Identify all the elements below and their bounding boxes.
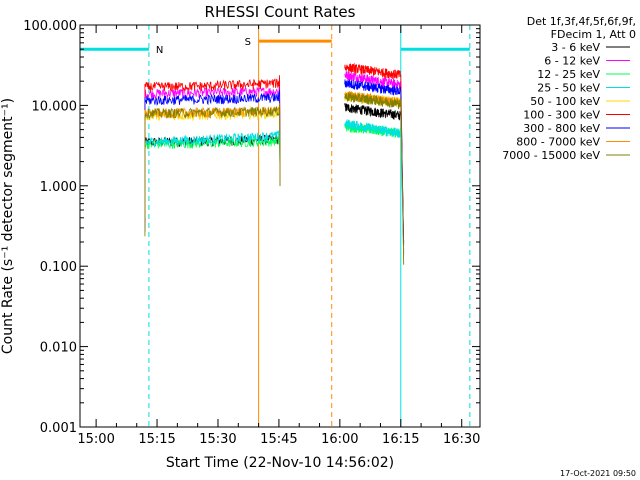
legend-entry-label: 6 - 12 keV xyxy=(544,55,600,68)
y-tick-label: 0.100 xyxy=(40,260,77,275)
series-line xyxy=(344,103,405,243)
legend-header: Det 1f,3f,4f,5f,6f,9f, xyxy=(527,15,636,28)
series-line xyxy=(144,83,281,222)
legend-entry-label: 25 - 50 keV xyxy=(537,82,600,95)
legend-entry-label: 7000 - 15000 keV xyxy=(502,149,600,162)
legend: Det 1f,3f,4f,5f,6f,9f,FDecim 1, Att 03 -… xyxy=(502,15,636,162)
x-tick-label: 16:00 xyxy=(321,432,358,447)
series-line xyxy=(344,79,405,246)
series-line xyxy=(144,75,281,222)
annotation-label: S xyxy=(245,37,251,48)
series-line xyxy=(144,89,281,232)
legend-entry-label: 100 - 300 keV xyxy=(523,109,600,122)
series-line xyxy=(144,127,281,224)
series-line xyxy=(144,133,281,220)
legend-entry-label: 300 - 800 keV xyxy=(523,122,600,135)
series-line xyxy=(344,119,405,251)
x-tick-label: 16:15 xyxy=(382,432,419,447)
y-tick-label: 100.000 xyxy=(23,19,77,34)
y-tick-label: 10.000 xyxy=(32,99,78,114)
legend-entry-label: 3 - 6 keV xyxy=(551,41,600,54)
y-axis-label: Count Rate (s⁻¹ detector segment⁻¹) xyxy=(0,98,16,354)
legend-entry-label: 800 - 7000 keV xyxy=(516,136,600,149)
y-tick-label: 1.000 xyxy=(40,180,77,195)
x-tick-label: 15:30 xyxy=(199,432,236,447)
legend-header: FDecim 1, Att 0 xyxy=(551,28,636,41)
x-tick-label: 16:30 xyxy=(443,432,480,447)
series-line xyxy=(344,62,405,254)
legend-entry-label: 12 - 25 keV xyxy=(537,68,600,81)
series-line xyxy=(144,103,281,237)
x-tick-label: 15:00 xyxy=(77,432,114,447)
x-tick-label: 15:45 xyxy=(260,432,297,447)
x-axis-label: Start Time (22-Nov-10 14:56:02) xyxy=(166,455,394,471)
plot-frame xyxy=(79,24,481,428)
y-tick-label: 0.001 xyxy=(40,421,77,436)
series-line xyxy=(344,71,405,256)
legend-entry-label: 50 - 100 keV xyxy=(530,95,600,108)
y-tick-label: 0.010 xyxy=(40,341,77,356)
chart-title: RHESSI Count Rates xyxy=(205,3,356,21)
footer-timestamp: 17-Oct-2021 09:50 xyxy=(560,469,636,478)
annotation-label: N xyxy=(156,45,163,56)
x-tick-label: 15:15 xyxy=(138,432,175,447)
series-line xyxy=(344,92,405,265)
